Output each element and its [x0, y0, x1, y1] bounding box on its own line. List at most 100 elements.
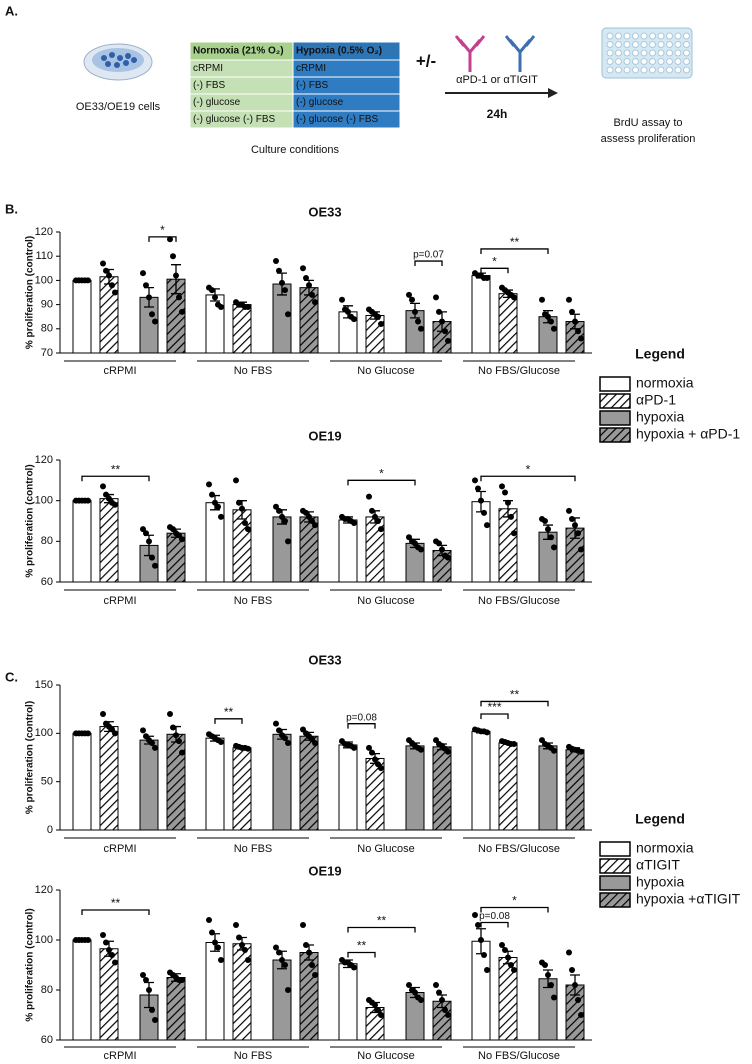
well — [606, 58, 614, 65]
significance-label: * — [492, 254, 497, 268]
significance-bracket — [480, 248, 549, 254]
y-tick-label: 110 — [35, 250, 53, 262]
table-header: Normoxia (21% O₂) — [193, 46, 284, 57]
data-point — [152, 744, 158, 751]
data-point — [152, 1017, 158, 1023]
bar — [338, 519, 358, 583]
data-point — [481, 952, 487, 958]
y-tick-label: 80 — [41, 323, 53, 335]
data-point — [418, 746, 424, 753]
data-point — [378, 765, 384, 772]
bar — [99, 498, 119, 583]
bar — [166, 733, 186, 831]
error-bar — [104, 493, 114, 504]
x-tick-label: No FBS/Glucose — [478, 1050, 560, 1062]
data-point — [575, 328, 581, 335]
data-point — [569, 515, 575, 522]
data-point — [149, 1007, 155, 1013]
chart-title: OE19 — [308, 428, 341, 443]
data-point — [433, 294, 439, 301]
data-point — [176, 294, 182, 301]
error-bar — [277, 950, 287, 970]
data-point — [406, 291, 412, 298]
data-point — [100, 932, 106, 938]
data-point — [542, 518, 548, 524]
well — [649, 66, 656, 74]
data-point — [179, 749, 185, 756]
error-bar — [437, 994, 447, 1009]
data-point — [170, 724, 176, 731]
table-cell: (-) glucose (-) FBS — [193, 114, 276, 125]
data-point — [218, 513, 224, 520]
bar — [471, 730, 491, 831]
x-tick-label: No Glucose — [357, 843, 414, 855]
error-bar — [171, 973, 181, 982]
cells-label: OE33/OE19 cells — [76, 101, 161, 113]
data-point — [218, 739, 224, 746]
error-bar — [277, 272, 287, 296]
data-point — [511, 530, 517, 537]
duration: 24h — [487, 107, 508, 121]
error-bar — [144, 981, 154, 1009]
error-bar — [277, 509, 287, 525]
well — [632, 58, 639, 65]
assay-label: BrdU assay to — [613, 117, 682, 129]
data-point — [548, 318, 554, 325]
data-point — [575, 997, 581, 1003]
data-point — [179, 308, 185, 315]
antibody-label: αPD-1 or αTIGIT — [456, 74, 538, 86]
error-bar — [77, 279, 87, 282]
data-point — [273, 944, 279, 951]
error-bar — [410, 538, 420, 549]
data-point — [375, 1007, 381, 1013]
well — [632, 41, 639, 48]
data-point — [484, 522, 490, 529]
y-tick-label: 100 — [35, 274, 53, 286]
data-point — [481, 509, 487, 516]
y-tick-label: 80 — [41, 535, 53, 547]
data-point — [548, 982, 554, 988]
data-point — [218, 957, 224, 963]
data-point — [551, 544, 557, 551]
significance-label: * — [512, 894, 517, 908]
error-bar — [77, 732, 87, 735]
x-tick-label: cRPMI — [104, 365, 137, 377]
error-bar — [437, 311, 447, 332]
data-point — [445, 337, 451, 344]
well — [623, 49, 631, 57]
well — [666, 49, 673, 57]
data-point — [378, 320, 384, 327]
error-bar — [210, 734, 220, 742]
well — [683, 58, 690, 65]
panel-label: B. — [5, 201, 18, 216]
well — [649, 41, 656, 48]
y-axis-label: % proliferation (control) — [25, 701, 36, 814]
significance-label: ** — [111, 896, 121, 910]
error-bar — [570, 517, 580, 539]
significance-label: ** — [377, 914, 387, 928]
data-point — [300, 265, 306, 272]
well — [674, 58, 682, 65]
data-point — [140, 972, 146, 978]
data-point — [551, 994, 557, 1001]
y-tick-label: 120 — [35, 226, 53, 238]
significance-label: * — [160, 223, 165, 237]
data-point — [215, 944, 221, 951]
panel-label: C. — [5, 669, 18, 684]
well — [640, 66, 648, 74]
data-point — [312, 740, 318, 746]
data-point — [100, 711, 106, 717]
data-point — [566, 949, 572, 956]
legend-swatch — [599, 376, 631, 392]
bar — [272, 516, 292, 583]
bar — [471, 501, 491, 583]
data-point — [578, 1012, 584, 1018]
error-bar — [503, 289, 513, 298]
data-point — [282, 962, 288, 968]
data-point — [472, 477, 478, 484]
bar — [538, 745, 558, 831]
bar — [272, 959, 292, 1041]
data-point — [475, 922, 481, 928]
error-bar — [304, 511, 314, 523]
y-tick-label: 60 — [41, 576, 53, 588]
